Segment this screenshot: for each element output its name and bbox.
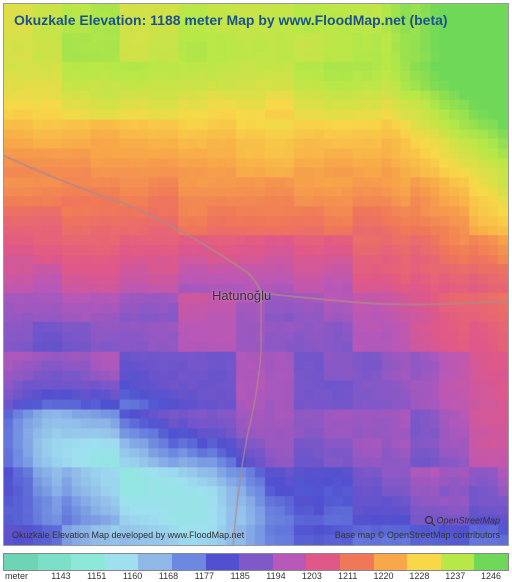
legend-tick: 1194 bbox=[258, 571, 294, 581]
map-title: Okuzkale Elevation: 1188 meter Map by ww… bbox=[14, 12, 448, 28]
legend-swatch bbox=[340, 554, 374, 570]
legend-tick: 1143 bbox=[43, 571, 79, 581]
legend-swatch bbox=[71, 554, 105, 570]
legend-labels: meter 1143115111601168117711851194120312… bbox=[3, 571, 509, 581]
magnifier-icon bbox=[424, 515, 436, 527]
legend-tick: 1237 bbox=[437, 571, 473, 581]
legend-swatch bbox=[441, 554, 475, 570]
elevation-legend: meter 1143115111601168117711851194120312… bbox=[3, 549, 509, 582]
elevation-raster bbox=[4, 4, 508, 545]
legend-tick: 1160 bbox=[115, 571, 151, 581]
legend-swatch bbox=[206, 554, 240, 570]
legend-tick: 1228 bbox=[401, 571, 437, 581]
place-label: Hatunoğlu bbox=[212, 288, 271, 303]
legend-tick: 1246 bbox=[473, 571, 509, 581]
legend-swatch bbox=[4, 554, 38, 570]
legend-tick: 1168 bbox=[151, 571, 187, 581]
legend-swatch bbox=[239, 554, 273, 570]
osm-brand-text: OpenStreetMap bbox=[436, 515, 500, 525]
legend-swatch bbox=[273, 554, 307, 570]
legend-tick: 1151 bbox=[79, 571, 115, 581]
legend-swatch bbox=[172, 554, 206, 570]
osm-logo: OpenStreetMap bbox=[424, 515, 500, 527]
legend-tick: 1185 bbox=[222, 571, 258, 581]
legend-tick: 1177 bbox=[186, 571, 222, 581]
elevation-map: Okuzkale Elevation: 1188 meter Map by ww… bbox=[3, 3, 509, 546]
legend-tick: 1211 bbox=[330, 571, 366, 581]
legend-swatch bbox=[105, 554, 139, 570]
legend-swatch bbox=[374, 554, 408, 570]
legend-swatch bbox=[306, 554, 340, 570]
legend-tick: 1220 bbox=[366, 571, 402, 581]
legend-swatch bbox=[407, 554, 441, 570]
legend-unit: meter bbox=[3, 571, 43, 581]
legend-colorbar bbox=[3, 553, 509, 571]
credit-left: Okuzkale Elevation Map developed by www.… bbox=[12, 530, 244, 540]
credit-right: Base map © OpenStreetMap contributors bbox=[335, 530, 500, 540]
legend-tick: 1203 bbox=[294, 571, 330, 581]
legend-swatch bbox=[38, 554, 72, 570]
legend-swatch bbox=[138, 554, 172, 570]
legend-swatch bbox=[474, 554, 508, 570]
